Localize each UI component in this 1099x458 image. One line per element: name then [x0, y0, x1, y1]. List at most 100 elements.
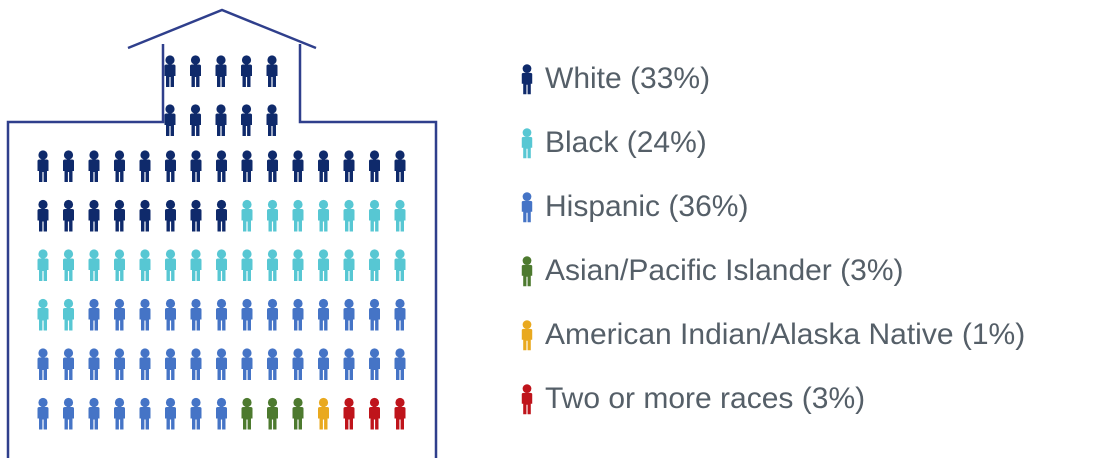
- person-head: [242, 104, 251, 113]
- person-head: [319, 348, 328, 357]
- person-icon: [190, 55, 201, 87]
- person-head: [267, 104, 276, 113]
- person-body: [369, 160, 380, 183]
- person-body: [140, 209, 151, 232]
- person-body: [395, 160, 406, 183]
- person-body: [191, 358, 202, 381]
- person-icon: [318, 249, 329, 281]
- person-body: [395, 209, 406, 232]
- legend-name: American Indian/Alaska Native: [545, 318, 954, 351]
- person-icon: [267, 299, 278, 331]
- person-body: [216, 209, 227, 232]
- person-body: [140, 308, 151, 331]
- person-head: [242, 398, 251, 407]
- person-body: [318, 308, 329, 331]
- legend-label: American Indian/Alaska Native (1%): [545, 318, 1025, 351]
- person-head: [319, 150, 328, 159]
- person-head: [191, 55, 200, 64]
- person-icon: [191, 348, 202, 380]
- person-icon: [369, 150, 380, 182]
- person-icon: [395, 200, 406, 232]
- person-body: [267, 358, 278, 381]
- person-head: [319, 200, 328, 209]
- person-body: [318, 358, 329, 381]
- person-head: [242, 299, 251, 308]
- person-icon: [114, 299, 125, 331]
- person-head: [217, 249, 226, 258]
- person-body: [140, 358, 151, 381]
- person-icon: [140, 299, 151, 331]
- person-head: [191, 150, 200, 159]
- person-body: [114, 407, 125, 430]
- person-head: [165, 55, 174, 64]
- person-head: [242, 150, 251, 159]
- person-head: [293, 200, 302, 209]
- person-body: [242, 358, 253, 381]
- person-icon: [344, 348, 355, 380]
- person-head: [216, 104, 225, 113]
- person-body: [38, 209, 49, 232]
- person-body: [114, 358, 125, 381]
- person-body: [241, 114, 252, 137]
- person-icon: [89, 348, 100, 380]
- person-icon: [89, 299, 100, 331]
- person-icon: [293, 398, 304, 430]
- person-head: [191, 348, 200, 357]
- person-head: [140, 249, 149, 258]
- person-body: [89, 308, 100, 331]
- person-body: [114, 259, 125, 282]
- person-body: [267, 65, 278, 88]
- person-icon: [216, 200, 227, 232]
- person-icon: [369, 200, 380, 232]
- person-body: [522, 137, 532, 158]
- person-icon: [165, 200, 176, 232]
- person-icon: [242, 249, 253, 281]
- person-head: [267, 55, 276, 64]
- person-head: [395, 200, 404, 209]
- person-head: [293, 150, 302, 159]
- person-icon: [114, 150, 125, 182]
- person-icon: [89, 200, 100, 232]
- legend-name: Hispanic: [545, 190, 660, 223]
- person-head: [191, 398, 200, 407]
- person-body: [267, 160, 278, 183]
- person-body: [63, 259, 74, 282]
- person-icon: [369, 249, 380, 281]
- person-body: [165, 160, 176, 183]
- legend-value: (33%): [630, 62, 710, 95]
- person-head: [64, 299, 73, 308]
- person-head: [64, 348, 73, 357]
- person-icon: [242, 200, 253, 232]
- person-icon: [267, 104, 278, 136]
- person-icon: [191, 150, 202, 182]
- person-icon: [216, 299, 227, 331]
- person-body: [114, 209, 125, 232]
- person-icon: [242, 150, 253, 182]
- person-icon: [216, 55, 227, 87]
- person-icon: [369, 348, 380, 380]
- person-icon: [395, 249, 406, 281]
- person-icon: [191, 398, 202, 430]
- person-head: [217, 398, 226, 407]
- person-icon: [114, 398, 125, 430]
- person-icon: [38, 249, 49, 281]
- person-icon: [318, 150, 329, 182]
- person-head: [395, 249, 404, 258]
- person-head: [242, 249, 251, 258]
- person-head: [395, 398, 404, 407]
- person-icon: [38, 200, 49, 232]
- person-body: [191, 407, 202, 430]
- person-head: [319, 398, 328, 407]
- person-body: [522, 329, 532, 350]
- person-head: [344, 299, 353, 308]
- legend-icon: [522, 256, 532, 286]
- person-body: [89, 209, 100, 232]
- person-body: [114, 160, 125, 183]
- person-icon: [63, 299, 74, 331]
- person-icon: [344, 150, 355, 182]
- person-head: [89, 398, 98, 407]
- person-body: [216, 407, 227, 430]
- person-body: [165, 259, 176, 282]
- person-icon: [241, 55, 252, 87]
- person-head: [523, 128, 532, 137]
